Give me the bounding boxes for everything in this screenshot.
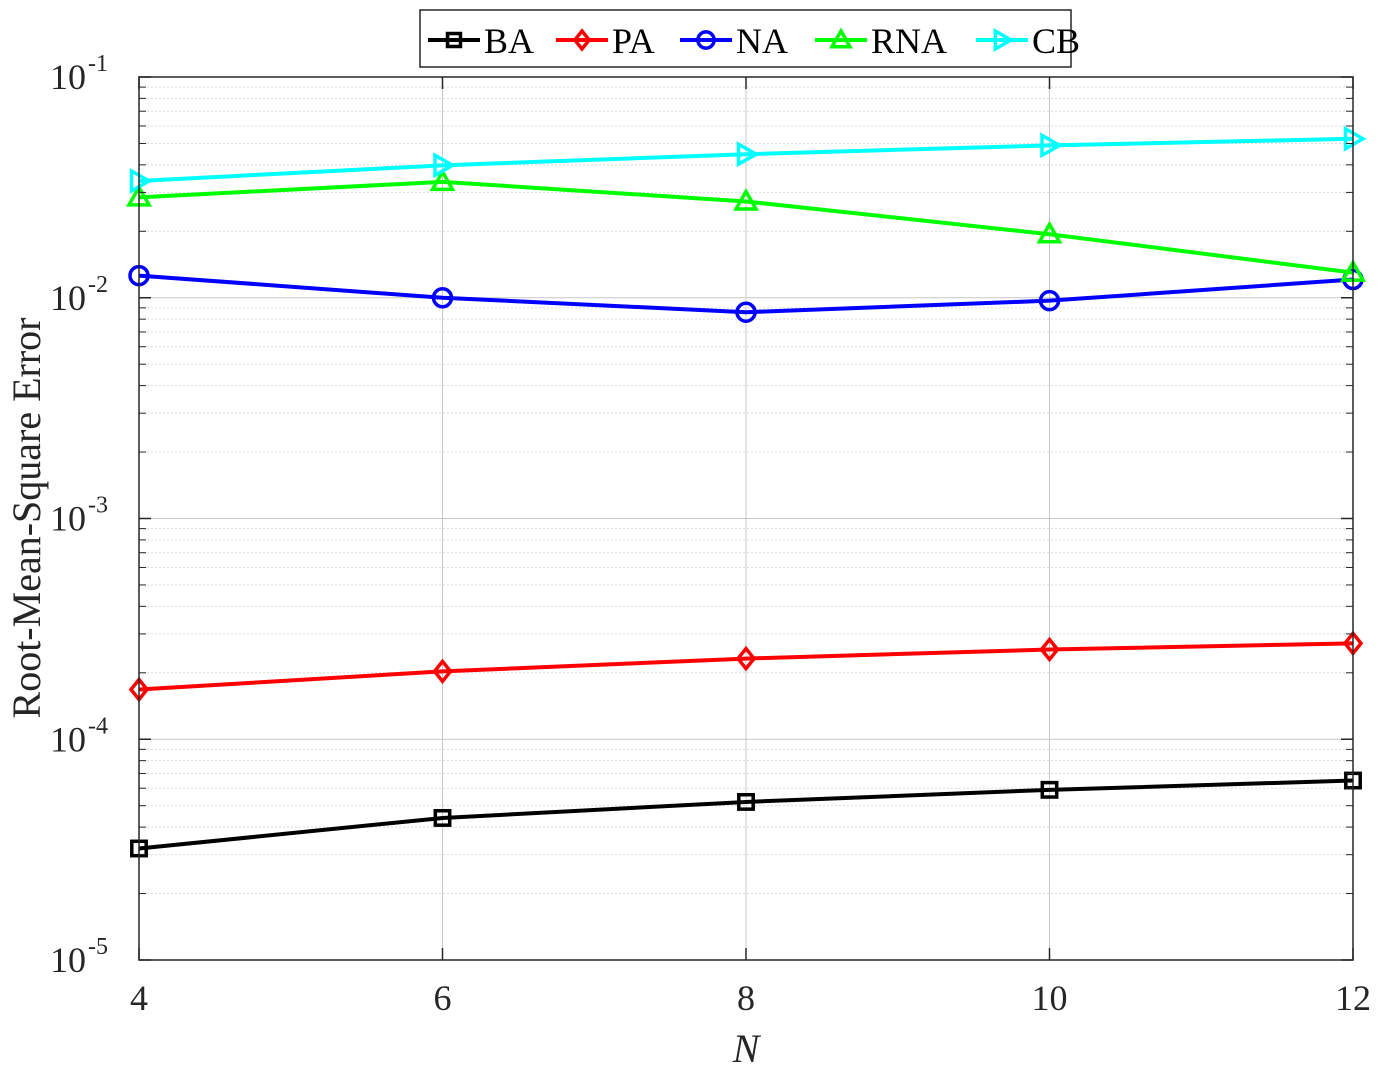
y-tick-exponent: -5 [88, 934, 108, 960]
marker-square [1040, 780, 1059, 799]
series-line [138, 778, 1354, 851]
y-tick-label: 10 [50, 278, 86, 318]
marker-triangle-up [429, 168, 456, 192]
marker-triangle-right [1343, 125, 1367, 152]
legend-item-cb: CB [976, 21, 1080, 61]
marker-triangle-right [993, 27, 1015, 53]
legend-label: CB [1032, 21, 1080, 61]
legend-item-rna: RNA [815, 21, 947, 61]
legend-item-pa: PA [556, 21, 655, 61]
legend: BA PA NA RNA CB [419, 9, 1080, 68]
x-tick-label: 8 [737, 978, 755, 1018]
marker-triangle-right [433, 152, 457, 179]
y-tick-label: 10 [50, 940, 86, 980]
x-tick-label: 12 [1335, 978, 1371, 1018]
marker-circle [1038, 289, 1061, 312]
series-layer [125, 125, 1367, 858]
marker-triangle-right [736, 141, 760, 168]
legend-item-ba: BA [428, 21, 534, 61]
y-axis-label: Root-Mean-Square Error [4, 318, 49, 719]
marker-diamond [1039, 636, 1060, 663]
y-tick-label: 10 [50, 719, 86, 759]
legend-box [419, 9, 1072, 68]
y-tick-label: 10 [50, 57, 86, 97]
marker-circle [431, 287, 454, 309]
series-line [138, 641, 1354, 692]
series-line [138, 136, 1354, 183]
marker-diamond [572, 28, 592, 52]
x-tick-label: 4 [130, 978, 148, 1018]
legend-label: PA [612, 21, 655, 61]
x-axis-label: N [732, 1026, 762, 1071]
marker-triangle-up [828, 27, 854, 49]
marker-circle [696, 30, 716, 50]
series-line [138, 179, 1354, 275]
series-cb [129, 125, 1367, 195]
y-tick-exponent: -1 [88, 51, 108, 77]
y-tick-exponent: -3 [88, 493, 108, 519]
y-tick-labels: 10-510-410-310-210-1 [50, 51, 108, 980]
x-tick-label: 10 [1032, 978, 1068, 1018]
marker-triangle-up [1036, 220, 1063, 244]
marker-square [433, 809, 452, 827]
series-line [138, 273, 1354, 315]
marker-diamond [432, 658, 453, 685]
legend-label: RNA [871, 21, 947, 61]
x-tick-label: 6 [434, 978, 452, 1018]
marker-square [737, 792, 755, 811]
y-tick-exponent: -4 [88, 713, 108, 739]
tick-marks [138, 76, 1354, 961]
legend-label: BA [484, 21, 534, 61]
legend-label: NA [736, 21, 788, 61]
marker-triangle-right [129, 167, 153, 195]
y-tick-exponent: -2 [88, 272, 108, 298]
marker-circle [735, 301, 757, 323]
legend-item-na: NA [680, 21, 788, 61]
y-tick-label: 10 [50, 499, 86, 539]
marker-square [445, 31, 463, 49]
marker-triangle-up [732, 187, 760, 211]
x-tick-labels: 4 6 8 10 12 [130, 978, 1371, 1018]
marker-triangle-right [1040, 132, 1064, 159]
marker-diamond [735, 645, 757, 672]
